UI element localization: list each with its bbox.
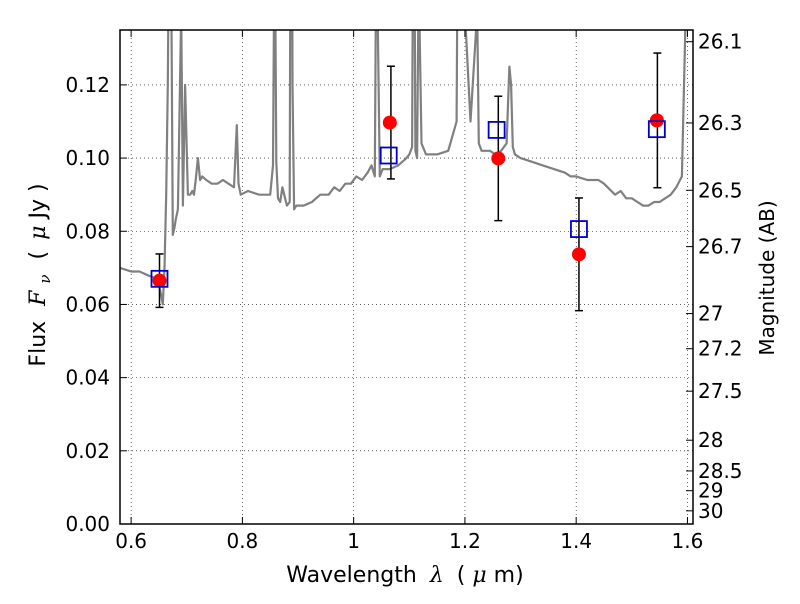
x-tick-label: 1.2: [449, 529, 481, 553]
y-tick-label: 0.02: [65, 439, 110, 463]
y-axis-label-sub: ν: [36, 274, 54, 283]
x-tick-label: 0.8: [226, 529, 258, 553]
y2-tick-label: 28.5: [698, 459, 743, 483]
x-axis-label-unit-mu: μ: [472, 563, 486, 588]
y-axis-label-text: Flux: [26, 321, 51, 367]
y2-tick-label: 27: [698, 302, 723, 326]
model-flux-square: [487, 120, 506, 139]
plot-frame: [119, 29, 694, 525]
y2-tick-label: 26.7: [698, 235, 743, 259]
observed-flux-point: [571, 247, 586, 262]
grid: [120, 30, 693, 524]
y-tick-label: 0.06: [65, 292, 110, 316]
y-tick-label: 0.00: [65, 512, 110, 536]
plot-area: [120, 30, 687, 312]
x-tick-label: 1: [347, 529, 360, 553]
y-axis-label-unit-mu: μ: [26, 226, 51, 240]
observed-flux-point: [152, 273, 167, 288]
y2-tick-label: 29: [698, 479, 723, 503]
x-tick-label: 1.4: [560, 529, 592, 553]
y-tick-label: 0.12: [65, 73, 110, 97]
y2-tick-label: 30: [698, 499, 723, 523]
observed-flux-point: [491, 151, 506, 166]
model-flux-square: [570, 220, 588, 238]
model-flux-square: [647, 120, 666, 139]
x-axis-label-symbol: λ: [429, 563, 444, 588]
x-axis-label-unit-open: (: [457, 563, 466, 588]
y2-tick-label: 28: [698, 428, 723, 452]
y2-tick-label: 26.1: [698, 30, 743, 54]
observed-flux-point: [382, 115, 397, 130]
x-tick-label: 1.6: [672, 529, 704, 553]
x-axis-label: Wavelength λ ( μ m): [286, 563, 523, 588]
y-tick-label: 0.10: [65, 146, 110, 170]
ticks: 0.6 0.8 1 1.2 1.4 1.6 0.00 0.02 0.04 0.06 0.08 0.10…: [65, 30, 742, 553]
y-axis-label-unit-open: (: [26, 251, 51, 260]
model-flux-square: [150, 269, 169, 288]
y2-tick-label: 27.2: [698, 337, 743, 361]
y2-axis-label: Magnitude (AB): [755, 200, 779, 355]
y-tick-label: 0.04: [65, 366, 110, 390]
model-flux-square: [379, 146, 398, 165]
y-axis-label-symbol: F: [26, 290, 51, 307]
x-axis-label-unit-rest: m): [494, 563, 524, 588]
y-tick-label: 0.08: [65, 219, 110, 243]
y2-tick-label: 27.5: [698, 379, 743, 403]
y-axis-label: Flux F ν ( μ Jy ): [26, 183, 56, 366]
x-tick-label: 0.6: [115, 529, 147, 553]
y-axis-label-unit-rest: Jy ): [26, 183, 51, 220]
x-axis-label-text: Wavelength: [286, 563, 417, 588]
model-spectrum-line: [120, 30, 687, 306]
y2-tick-label: 26.3: [698, 111, 743, 135]
y2-tick-label: 26.5: [698, 178, 743, 202]
